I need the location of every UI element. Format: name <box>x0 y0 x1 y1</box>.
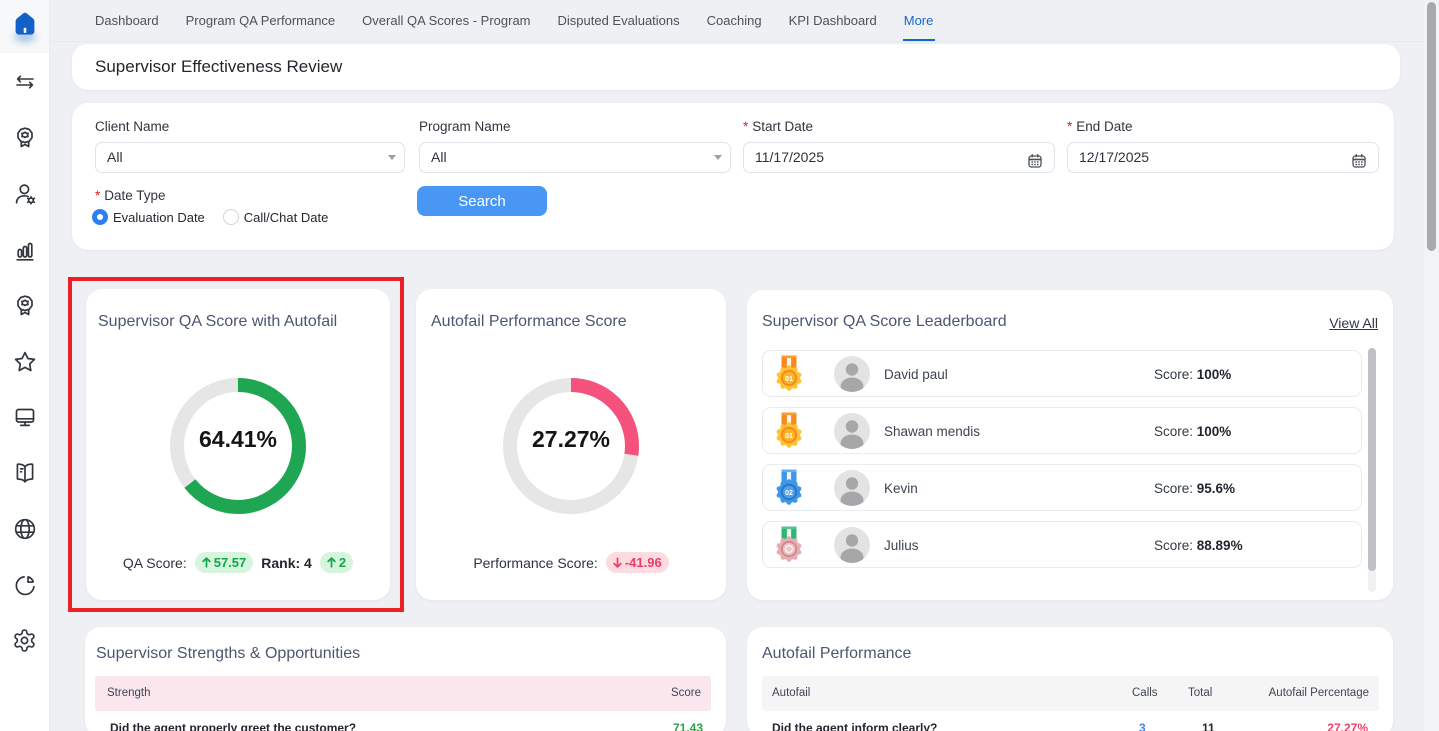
svg-text:01: 01 <box>785 433 793 440</box>
svg-text:01: 01 <box>785 376 793 383</box>
svg-text:02: 02 <box>785 490 793 497</box>
